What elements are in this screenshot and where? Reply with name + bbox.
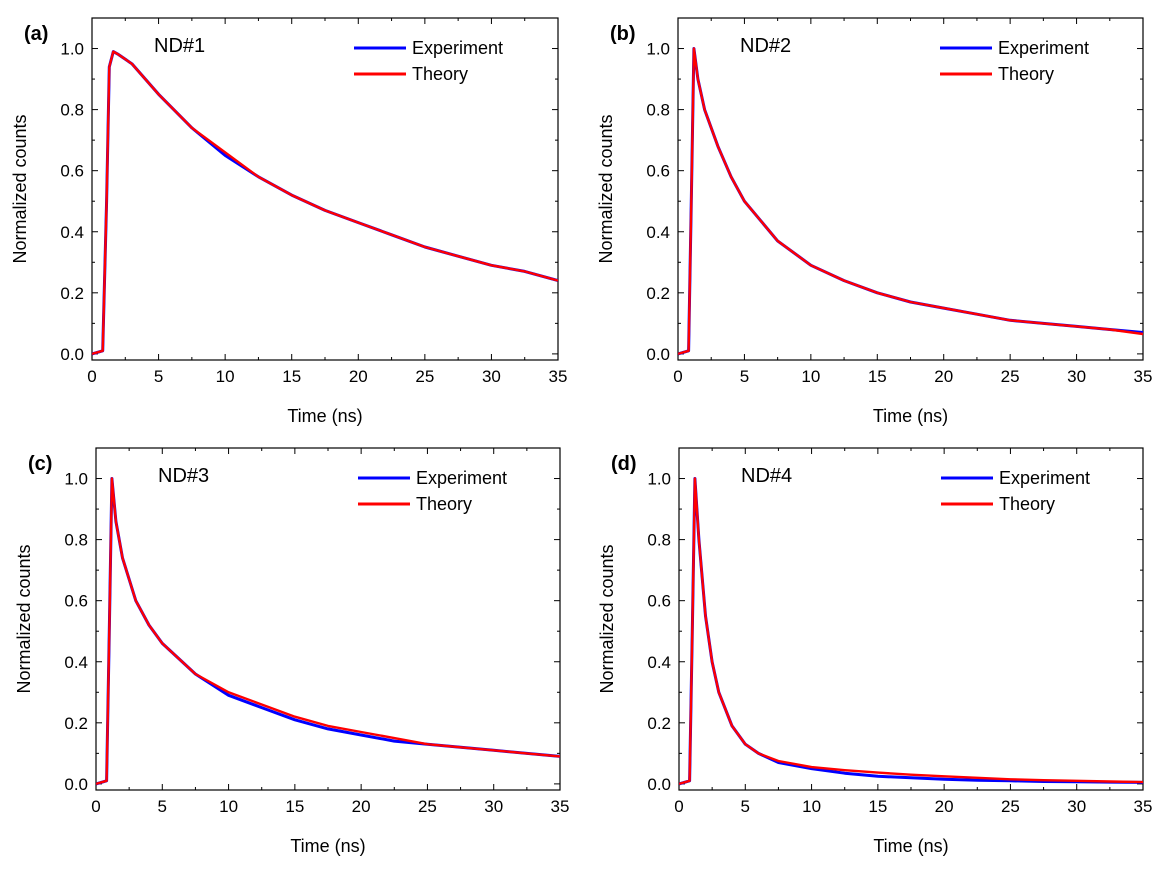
y-tick-label: 0.2	[646, 284, 670, 303]
x-tick-label: 15	[868, 797, 887, 816]
series-theory-line	[92, 50, 558, 356]
series-experiment-line	[678, 47, 1143, 356]
sample-annotation: ND#3	[158, 465, 209, 487]
legend-label-theory: Theory	[416, 494, 472, 514]
y-tick-label: 0.4	[647, 653, 671, 672]
y-tick-label: 0.0	[60, 345, 84, 364]
series-theory-line	[678, 47, 1143, 356]
x-tick-label: 20	[935, 797, 954, 816]
x-tick-label: 0	[673, 367, 682, 386]
x-tick-label: 10	[801, 367, 820, 386]
y-tick-label: 0.0	[647, 775, 671, 794]
panel-label: (c)	[28, 453, 52, 475]
x-tick-label: 20	[352, 797, 371, 816]
y-tick-label: 0.2	[647, 714, 671, 733]
sample-annotation: ND#4	[741, 465, 792, 487]
y-axis-title: Normalized counts	[14, 544, 34, 693]
x-tick-label: 0	[91, 797, 100, 816]
sample-annotation: ND#1	[154, 35, 205, 57]
x-tick-label: 10	[219, 797, 238, 816]
x-axis-title: Time (ns)	[287, 406, 362, 426]
x-axis-title: Time (ns)	[873, 406, 948, 426]
plot-frame	[91, 17, 559, 361]
y-tick-label: 0.6	[64, 592, 88, 611]
panel-label: (b)	[610, 23, 636, 45]
y-tick-label: 1.0	[60, 40, 84, 59]
legend-label-experiment: Experiment	[416, 468, 507, 488]
series-theory-line	[679, 477, 1143, 786]
y-tick-label: 1.0	[646, 40, 670, 59]
legend-label-theory: Theory	[999, 494, 1055, 514]
y-tick-label: 0.8	[64, 531, 88, 550]
sample-annotation: ND#2	[740, 35, 791, 57]
x-tick-label: 30	[1067, 367, 1086, 386]
legend-label-experiment: Experiment	[412, 38, 503, 58]
y-tick-label: 0.0	[646, 345, 670, 364]
x-tick-label: 25	[1001, 367, 1020, 386]
x-tick-label: 5	[154, 367, 163, 386]
y-tick-label: 0.0	[64, 775, 88, 794]
y-tick-label: 1.0	[64, 470, 88, 489]
y-axis-title: Normalized counts	[10, 114, 30, 263]
x-tick-label: 35	[1134, 797, 1153, 816]
legend-label-theory: Theory	[412, 64, 468, 84]
x-tick-label: 35	[551, 797, 570, 816]
panel-label: (d)	[611, 453, 637, 475]
plot-frame	[678, 447, 1144, 791]
y-tick-label: 0.8	[646, 101, 670, 120]
x-tick-label: 0	[87, 367, 96, 386]
x-tick-label: 30	[482, 367, 501, 386]
y-tick-label: 1.0	[647, 470, 671, 489]
panel-a: 0 5 10 15 20 25 30 35 0.0 0.2 0.4 0.6 0.8 1.0 Time (ns…	[10, 17, 568, 426]
x-axis-title: Time (ns)	[290, 836, 365, 856]
x-axis-title: Time (ns)	[873, 836, 948, 856]
panel-b: 0 5 10 15 20 25 30 35 0.0 0.2 0.4 0.6 0.8 1.0 Time (ns…	[596, 17, 1153, 426]
y-tick-label: 0.8	[647, 531, 671, 550]
x-tick-label: 15	[285, 797, 304, 816]
plot-frame	[677, 17, 1144, 361]
x-tick-label: 30	[484, 797, 503, 816]
panel-label: (a)	[24, 23, 48, 45]
series-theory-line	[96, 477, 560, 786]
x-tick-label: 20	[934, 367, 953, 386]
y-tick-label: 0.6	[647, 592, 671, 611]
legend-label-theory: Theory	[998, 64, 1054, 84]
x-tick-label: 35	[549, 367, 568, 386]
y-tick-label: 0.2	[64, 714, 88, 733]
y-axis-title: Normalized counts	[596, 114, 616, 263]
x-tick-label: 5	[158, 797, 167, 816]
x-tick-label: 30	[1067, 797, 1086, 816]
y-tick-label: 0.6	[60, 162, 84, 181]
y-tick-label: 0.4	[646, 223, 670, 242]
panel-c: 0 5 10 15 20 25 30 35 0.0 0.2 0.4 0.6 0.8 1.0 Time (ns…	[14, 447, 570, 856]
x-tick-label: 35	[1134, 367, 1153, 386]
x-tick-label: 20	[349, 367, 368, 386]
legend-label-experiment: Experiment	[998, 38, 1089, 58]
x-tick-label: 25	[1001, 797, 1020, 816]
y-tick-label: 0.4	[64, 653, 88, 672]
panel-d: 0 5 10 15 20 25 30 35 0.0 0.2 0.4 0.6 0.8 1.0 Time (ns…	[597, 447, 1153, 856]
x-tick-label: 0	[674, 797, 683, 816]
x-tick-label: 25	[418, 797, 437, 816]
x-tick-label: 10	[802, 797, 821, 816]
y-tick-label: 0.8	[60, 101, 84, 120]
x-tick-label: 25	[415, 367, 434, 386]
series-experiment-line	[679, 477, 1143, 786]
y-tick-label: 0.6	[646, 162, 670, 181]
legend-label-experiment: Experiment	[999, 468, 1090, 488]
x-tick-label: 5	[740, 367, 749, 386]
y-tick-label: 0.4	[60, 223, 84, 242]
y-tick-label: 0.2	[60, 284, 84, 303]
x-tick-label: 5	[741, 797, 750, 816]
x-tick-label: 15	[282, 367, 301, 386]
x-tick-label: 10	[216, 367, 235, 386]
y-axis-title: Normalized counts	[597, 544, 617, 693]
x-tick-label: 15	[868, 367, 887, 386]
plot-frame	[95, 447, 561, 791]
series-experiment-line	[96, 477, 560, 786]
